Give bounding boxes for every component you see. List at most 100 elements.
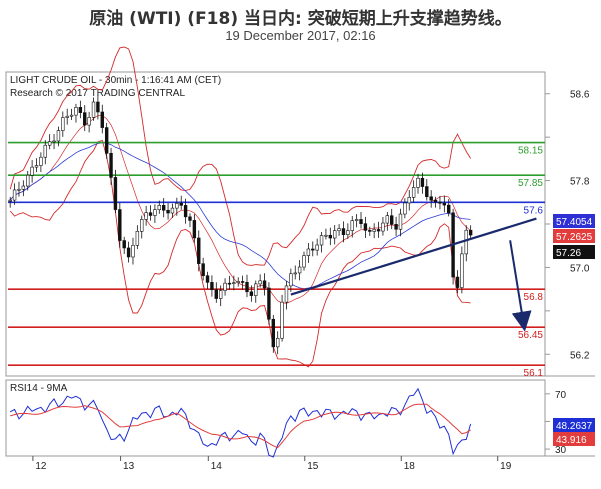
candle xyxy=(69,108,74,120)
rsi-tag-box xyxy=(553,432,595,446)
candle xyxy=(118,202,122,248)
candle xyxy=(302,251,306,271)
candle xyxy=(223,278,227,296)
resistance-level-1-label: 57.85 xyxy=(518,178,543,189)
bollinger-lower-band xyxy=(9,139,471,368)
candle xyxy=(394,216,398,236)
rsi-panel-frame xyxy=(5,379,546,457)
candle xyxy=(126,241,131,263)
price-header-line1: LIGHT CRUDE OIL - 30min - 1:16:41 AM (CE… xyxy=(10,75,221,86)
price-tag-box xyxy=(553,214,595,228)
price-y-tick-label: 58.6 xyxy=(570,90,590,101)
candle xyxy=(284,281,289,310)
candlesticks xyxy=(8,94,473,355)
candle xyxy=(372,223,376,239)
price-y-axis: 56.2 57.0 57.8 58.6 xyxy=(545,90,590,361)
candle xyxy=(56,126,61,147)
candle xyxy=(17,181,21,197)
candle xyxy=(188,213,192,228)
bollinger-upper-band xyxy=(9,46,471,266)
candle xyxy=(218,285,223,307)
candle xyxy=(39,152,43,173)
candle xyxy=(100,104,104,134)
candle xyxy=(306,243,311,263)
candle xyxy=(74,103,78,123)
price-tag-box xyxy=(553,229,595,243)
candle xyxy=(227,275,232,290)
candle xyxy=(254,280,258,303)
candle xyxy=(398,208,403,237)
support-trendline xyxy=(290,217,537,296)
forecast-arrow xyxy=(509,240,532,332)
candle xyxy=(144,205,148,226)
candle xyxy=(324,228,328,240)
price-tag-label: 57.26 xyxy=(556,248,581,259)
candle xyxy=(311,241,315,257)
candle xyxy=(109,147,113,185)
candle xyxy=(183,198,188,224)
candle xyxy=(433,196,438,208)
rsi-tag-box xyxy=(553,418,595,432)
candle xyxy=(148,205,153,221)
candle xyxy=(416,173,420,194)
candle xyxy=(442,195,447,213)
candle xyxy=(91,97,96,121)
candle xyxy=(12,183,17,205)
price-y-tick-label: 56.2 xyxy=(570,350,590,361)
support-level-1-label: 56.45 xyxy=(518,330,543,341)
candle xyxy=(350,216,354,238)
candle xyxy=(390,208,394,230)
resistance-level-0-label: 58.15 xyxy=(518,146,543,157)
candle xyxy=(464,225,468,262)
candle xyxy=(328,227,333,246)
x-axis-tick-label: 13 xyxy=(123,461,135,472)
candle xyxy=(245,274,249,298)
candle xyxy=(403,198,407,219)
chart-title: 原油 (WTI) (F18) 当日内: 突破短期上升支撑趋势线。 xyxy=(89,9,512,29)
x-axis-tick-label: 12 xyxy=(35,461,47,472)
candle xyxy=(267,282,271,325)
candle xyxy=(26,170,30,191)
bollinger-mid-band xyxy=(9,114,471,304)
candle xyxy=(135,225,140,250)
candle xyxy=(21,180,26,197)
price-panel-frame xyxy=(5,71,546,377)
candle xyxy=(192,214,197,243)
x-axis-tick-label: 14 xyxy=(211,461,223,472)
candle xyxy=(47,134,52,150)
candle xyxy=(451,208,455,285)
candle xyxy=(179,195,183,210)
candle xyxy=(271,314,276,353)
rsi-tag-label: 43.916 xyxy=(556,435,587,446)
trendline-group xyxy=(290,217,537,332)
candle xyxy=(43,140,47,165)
support-level-2-label: 56.1 xyxy=(524,368,544,379)
candle xyxy=(447,199,451,217)
candle xyxy=(258,274,262,288)
candle xyxy=(280,294,284,342)
price-y-tick-label: 57.0 xyxy=(570,263,590,274)
candle xyxy=(214,282,218,303)
candle xyxy=(52,134,56,150)
candle xyxy=(262,273,267,296)
rsi-header: RSI14 - 9MA xyxy=(10,383,68,394)
candle xyxy=(249,285,254,302)
candle xyxy=(122,236,126,255)
support-level-0-label: 56.8 xyxy=(524,292,544,303)
candle xyxy=(368,226,372,236)
moving-average-line xyxy=(9,142,471,290)
chart-subtitle: 19 December 2017, 02:16 xyxy=(225,28,376,43)
x-axis-tick-label: 15 xyxy=(307,461,319,472)
candle xyxy=(170,203,175,218)
candle xyxy=(113,169,118,214)
candle xyxy=(34,158,39,173)
price-header-line2: Research © 2017 TRADING CENTRAL xyxy=(10,88,185,99)
candle xyxy=(333,225,337,245)
price-tag-label: 57.2625 xyxy=(556,232,593,243)
candle xyxy=(30,160,34,183)
candle xyxy=(385,211,390,231)
candle xyxy=(175,197,179,216)
candle xyxy=(78,100,83,119)
candle xyxy=(275,331,280,355)
candle xyxy=(319,232,324,253)
